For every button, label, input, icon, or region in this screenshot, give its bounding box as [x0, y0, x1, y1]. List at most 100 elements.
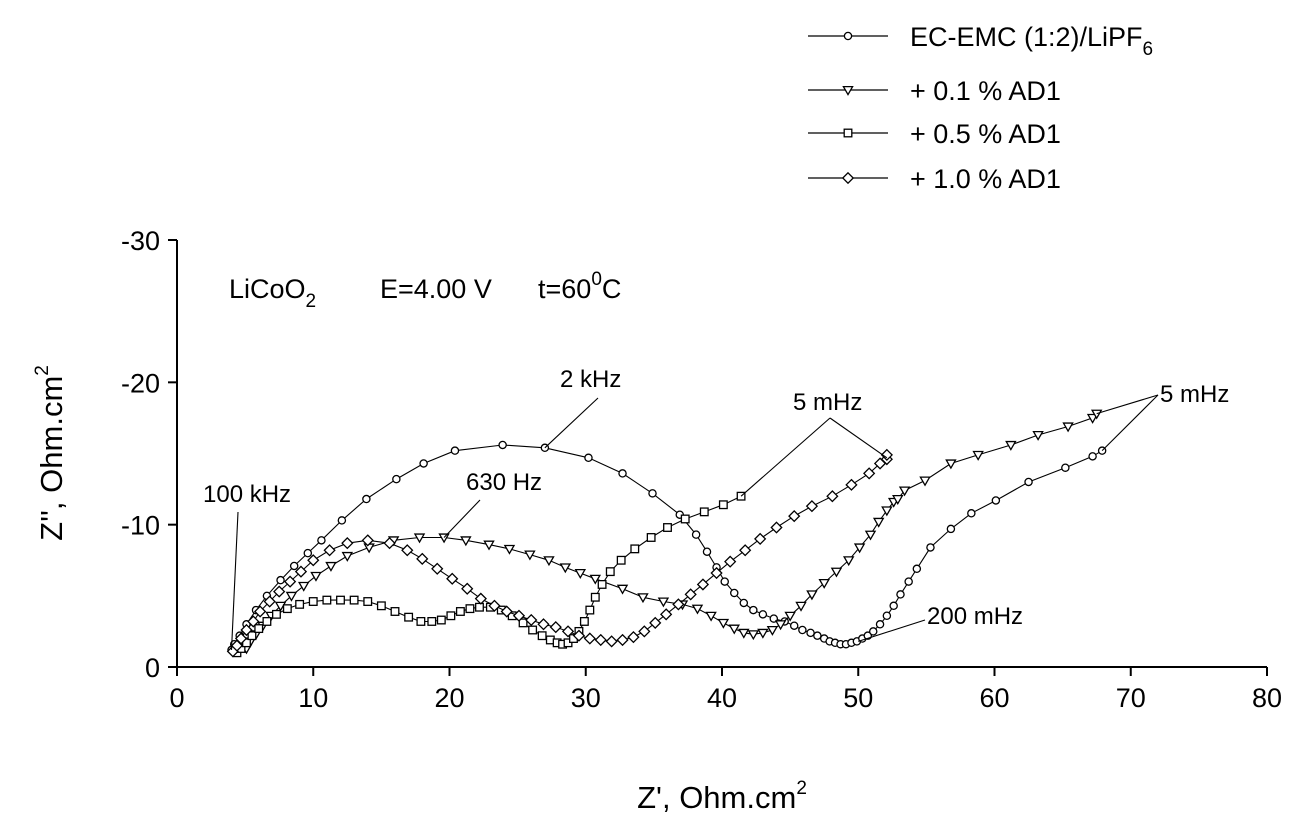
data-point — [813, 631, 822, 640]
data-point — [404, 612, 414, 622]
legend-label: EC-EMC (1:2)/LiPF6 — [910, 22, 1153, 60]
data-point — [465, 604, 475, 614]
data-point — [272, 609, 281, 619]
data-point — [766, 625, 779, 636]
annotation-leader — [443, 499, 481, 538]
data-point — [401, 544, 414, 557]
data-point — [1090, 409, 1103, 420]
data-point — [594, 633, 607, 647]
data-point — [749, 605, 758, 615]
data-point — [710, 566, 723, 580]
data-point — [616, 555, 626, 565]
annotation: 2 kHz — [544, 366, 621, 449]
annotation-label: 630 Hz — [466, 469, 542, 496]
data-point — [337, 516, 347, 525]
data-point — [549, 621, 562, 634]
data-point — [317, 536, 326, 545]
data-point — [543, 556, 555, 567]
data-point — [648, 489, 657, 498]
data-point — [392, 474, 401, 484]
legend-entry: + 1.0 % AD1 — [808, 164, 1061, 194]
data-point — [276, 575, 285, 585]
data-point — [830, 567, 843, 578]
data-point — [904, 577, 913, 586]
y-axis-title-main: Z'', Ohm.cm — [34, 376, 69, 541]
data-point — [325, 561, 337, 572]
data-point — [627, 630, 640, 644]
y-tick-label: -10 — [121, 511, 160, 541]
data-point — [310, 571, 322, 582]
data-point — [585, 605, 595, 615]
data-point — [863, 467, 876, 480]
y-axis-ticks: 0 -10 -20 -30 — [121, 226, 177, 683]
conditions-material-sub: 2 — [306, 291, 317, 312]
x-axis-ticks: 0 10 20 30 40 50 60 70 80 — [169, 667, 1282, 713]
data-point — [784, 611, 796, 622]
data-point — [579, 617, 589, 626]
x-tick-label: 70 — [1116, 683, 1146, 713]
data-point — [730, 588, 739, 598]
data-point — [853, 543, 866, 554]
data-point — [483, 540, 495, 551]
data-point — [590, 592, 600, 602]
data-point — [805, 500, 819, 513]
data-point — [889, 601, 898, 611]
data-point — [754, 532, 767, 546]
data-point — [240, 623, 253, 637]
data-point — [738, 628, 750, 639]
data-point — [446, 611, 456, 621]
legend-label: + 0.1 % AD1 — [910, 76, 1061, 106]
annotation: 5 mHz — [740, 389, 888, 497]
data-point — [363, 597, 373, 606]
data-point — [503, 544, 516, 555]
annotation: 200 mHz — [858, 603, 1023, 642]
data-point — [770, 521, 783, 534]
data-point — [247, 615, 260, 628]
data-point — [843, 31, 853, 41]
data-point — [649, 616, 662, 629]
annotation-label: 200 mHz — [927, 603, 1023, 630]
legend-entry: EC-EMC (1:2)/LiPF6 — [808, 22, 1153, 60]
data-point — [584, 453, 593, 463]
series-diamond — [226, 448, 893, 658]
data-point — [498, 440, 507, 450]
data-point — [747, 630, 760, 641]
data-point — [896, 590, 905, 599]
legend: EC-EMC (1:2)/LiPF6 + 0.1 % AD1 + 0.5 % AD1… — [808, 22, 1153, 194]
data-point — [383, 537, 396, 550]
data-point — [274, 601, 287, 612]
data-point — [757, 628, 769, 639]
data-point — [618, 469, 627, 478]
data-point — [322, 595, 332, 605]
data-point — [845, 478, 858, 491]
data-point — [307, 554, 320, 567]
data-point — [795, 601, 807, 612]
data-point — [323, 544, 336, 557]
data-point — [528, 625, 538, 635]
data-point — [699, 507, 709, 517]
data-point — [898, 486, 911, 497]
data-point — [684, 588, 697, 601]
data-point — [341, 537, 354, 550]
data-point — [789, 621, 799, 630]
data-point — [362, 494, 371, 504]
x-tick-label: 40 — [707, 683, 737, 713]
data-point — [717, 618, 730, 629]
data-point — [842, 85, 854, 96]
data-point — [926, 543, 935, 552]
data-point — [605, 567, 615, 577]
series-layer — [226, 409, 1107, 658]
data-point — [691, 530, 701, 539]
data-point — [605, 635, 618, 648]
data-point — [500, 605, 513, 618]
data-point — [285, 591, 298, 602]
data-point — [537, 618, 550, 631]
data-point — [806, 628, 815, 638]
annotation: 630 Hz — [443, 469, 542, 538]
data-point — [475, 602, 484, 612]
data-point — [273, 585, 286, 598]
x-axis-title: Z', Ohm.cm2 — [637, 778, 807, 815]
data-point — [967, 509, 976, 518]
conditions-temp-sup: 0 — [591, 269, 602, 290]
data-point — [262, 617, 272, 626]
